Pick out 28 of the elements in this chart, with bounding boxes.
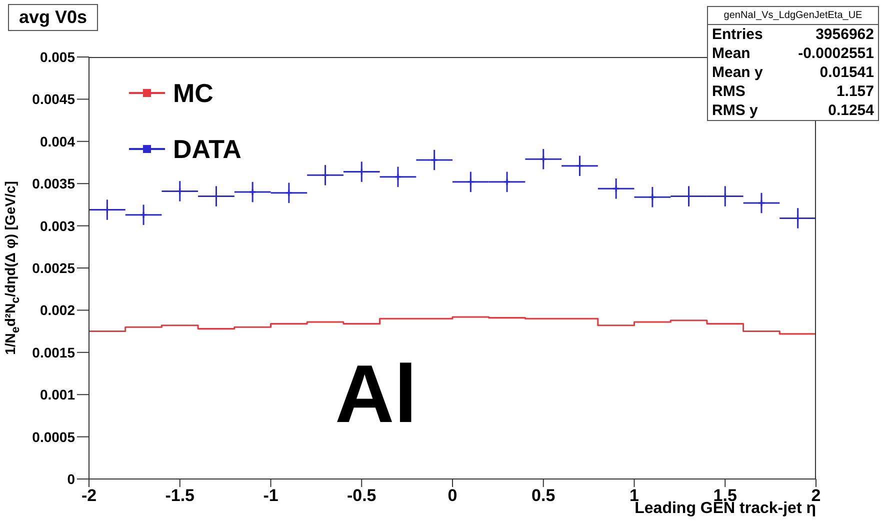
y-tick-label: 0.005 xyxy=(40,48,76,65)
text: Mean -0.0002551 xyxy=(712,45,874,62)
y-tick-label: 0.0035 xyxy=(32,176,76,192)
x-tick-label: 2 xyxy=(811,486,821,506)
y-tick-label: 0.0045 xyxy=(32,91,76,108)
x-tick-label: 0 xyxy=(448,486,458,506)
y-tick-label: 0.004 xyxy=(40,133,76,150)
x-tick-label: -1.5 xyxy=(165,486,195,506)
legend-label: DATA xyxy=(173,134,242,164)
y-tick-label: 0.0005 xyxy=(32,428,76,445)
y-tick-label: 0.001 xyxy=(40,386,76,403)
y-tick-label: 0.0025 xyxy=(32,260,76,276)
x-tick-label: -0.5 xyxy=(346,486,376,506)
legend-label: MC xyxy=(173,78,214,108)
text: RMS y 0.1254 xyxy=(712,102,874,119)
x-tick-label: -2 xyxy=(81,486,97,506)
text: Mean y 0.01541 xyxy=(712,64,874,81)
text: RMS 1.157 xyxy=(712,83,874,100)
y-tick-label: 0.002 xyxy=(40,302,76,318)
x-tick-label: -1 xyxy=(263,486,278,506)
x-tick-label: 0.5 xyxy=(532,486,556,506)
y-tick-label: 0.0015 xyxy=(32,344,76,360)
y-tick-label: 0.003 xyxy=(40,218,76,234)
chart-title: avg V0s xyxy=(8,4,98,31)
annotation: Al xyxy=(335,349,417,440)
text: genNaI_Vs_LdgGenJetEta_UE xyxy=(708,7,878,25)
text: Entries 3956962 xyxy=(712,26,874,43)
y-tick-label: 0 xyxy=(67,470,76,487)
